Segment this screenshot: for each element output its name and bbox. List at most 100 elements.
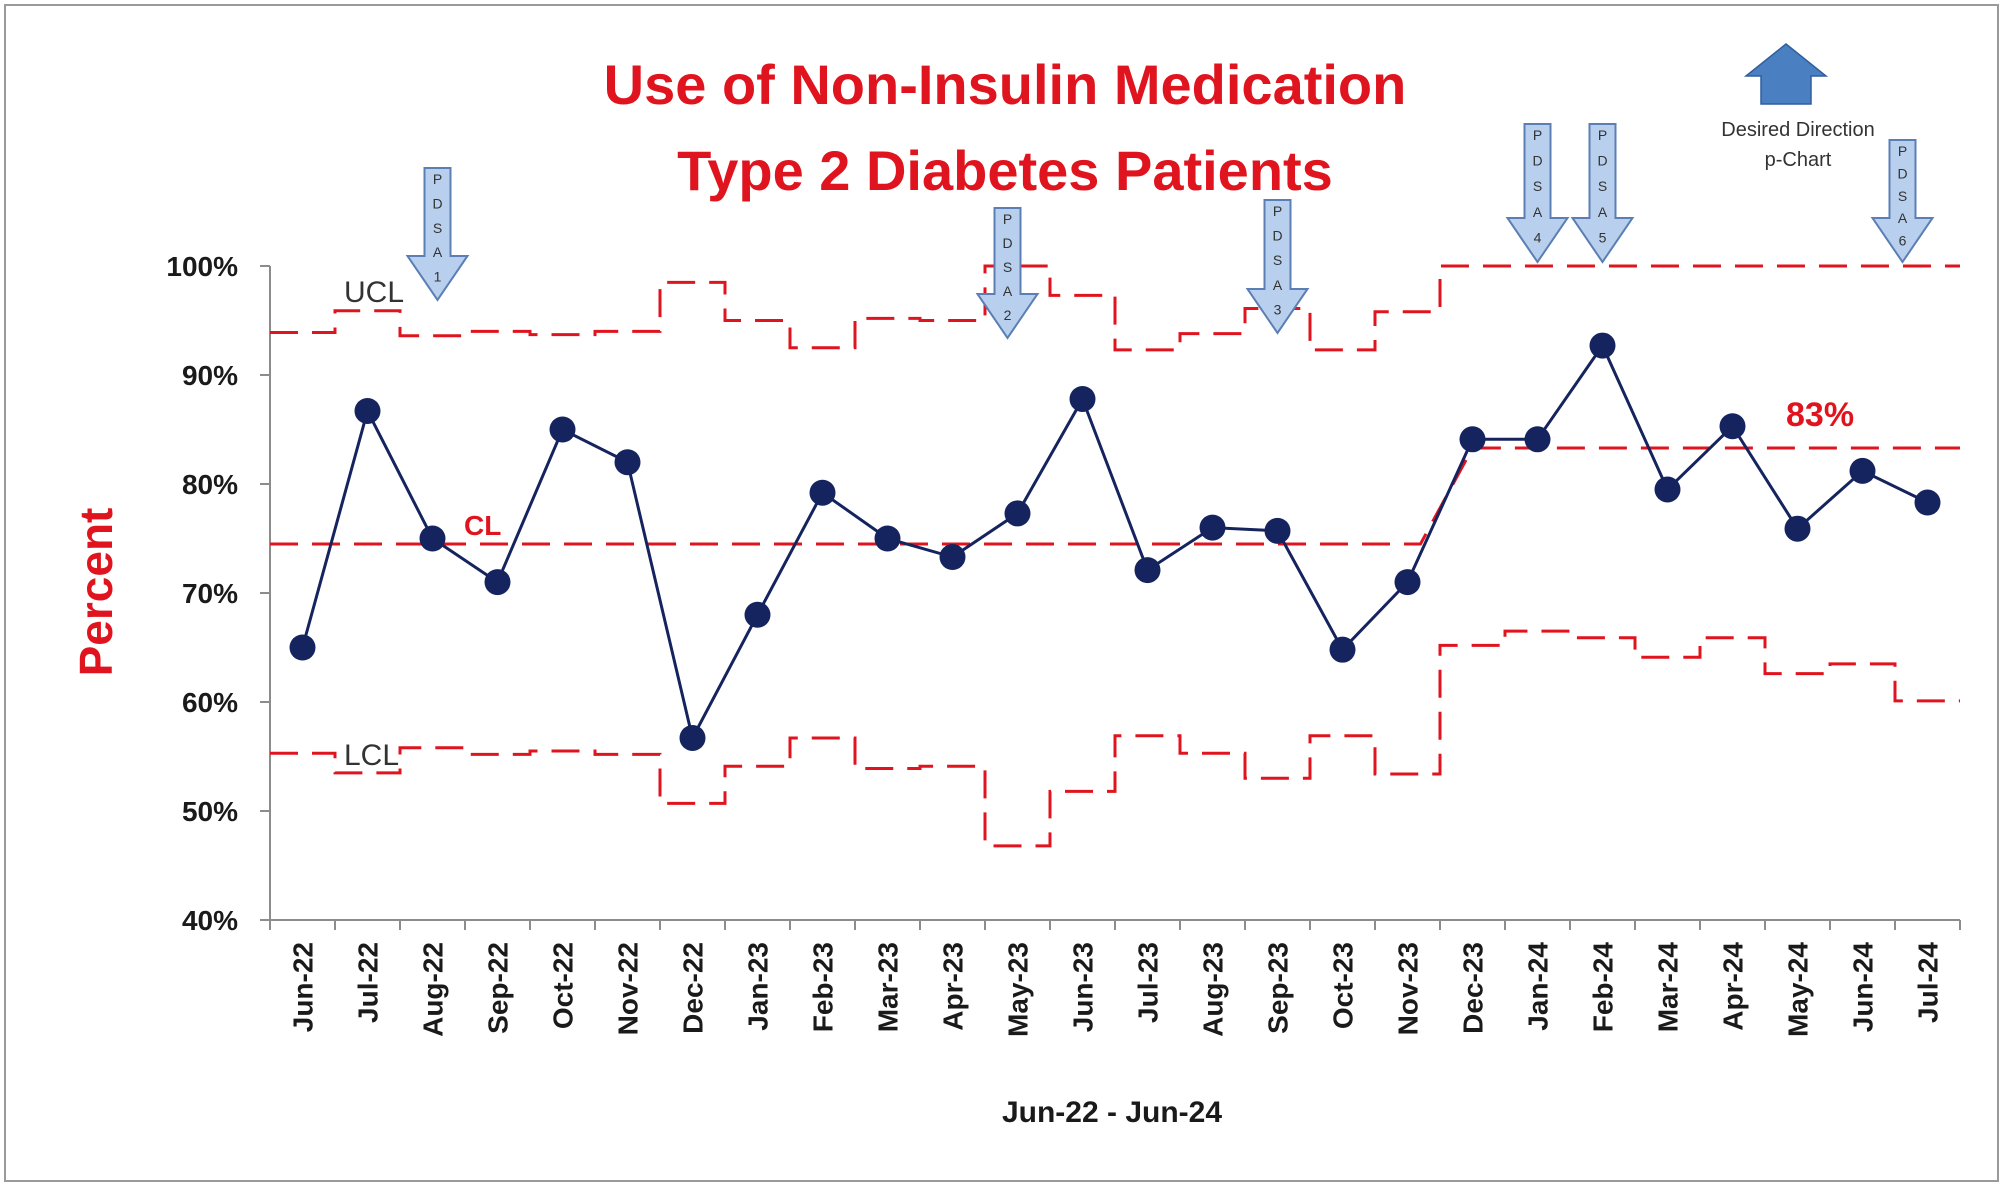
data-point-jul-23	[1134, 557, 1161, 584]
pdsa-letter: 3	[1274, 301, 1282, 317]
data-series	[289, 332, 1941, 751]
x-tick-label: Apr-24	[1718, 942, 1749, 1031]
pdsa-letter: A	[1598, 204, 1608, 220]
x-tick-label: Nov-23	[1393, 942, 1424, 1035]
x-tick-label: Mar-24	[1653, 942, 1684, 1033]
x-tick-label: Apr-23	[938, 942, 969, 1031]
data-point-dec-23	[1459, 426, 1486, 453]
down-arrow-icon	[1245, 199, 1310, 335]
x-tick-label: Jun-23	[1068, 942, 1099, 1032]
x-tick-label: May-23	[1003, 942, 1034, 1037]
data-point-oct-22	[549, 416, 576, 443]
data-point-apr-24	[1719, 413, 1746, 440]
down-arrow-icon	[975, 207, 1040, 340]
chart-title-line2: Type 2 Diabetes Patients	[677, 139, 1333, 202]
pdsa-letter: D	[432, 195, 442, 211]
pdsa-letter: 2	[1004, 307, 1012, 323]
data-point-may-23	[1004, 500, 1031, 527]
pdsa-letter: D	[1597, 153, 1607, 169]
x-tick-label: Oct-22	[548, 942, 579, 1029]
y-tick-label: 70%	[182, 578, 238, 609]
pdsa-letter: S	[1598, 178, 1607, 194]
x-tick-label: Jan-24	[1523, 942, 1554, 1031]
ucl-line	[270, 264, 1960, 352]
cl-label: CL	[464, 510, 501, 541]
x-tick-label: Mar-23	[873, 942, 904, 1032]
data-point-sep-22	[484, 569, 511, 596]
down-arrow-icon	[1870, 139, 1935, 264]
pdsa-letter: A	[1273, 277, 1283, 293]
pdsa-letter: P	[1003, 211, 1012, 227]
x-tick-label: Nov-22	[613, 942, 644, 1035]
data-point-sep-23	[1264, 517, 1291, 544]
data-point-jun-24	[1849, 457, 1876, 484]
x-tick-label: Feb-24	[1588, 942, 1619, 1033]
pdsa-letter: S	[1898, 188, 1907, 204]
lcl-label: LCL	[344, 739, 399, 772]
axes: 40% 50% 60% 70% 80% 90% 100% Jun-22 Jul-22 Aug-22…	[166, 251, 1961, 1037]
pdsa-letter: P	[433, 171, 442, 187]
pdsa-letter: 1	[434, 269, 442, 285]
y-tick-label: 90%	[182, 360, 238, 391]
legend-line1: Desired Direction	[1721, 119, 1874, 141]
lcl-line	[270, 629, 1960, 848]
up-arrow-icon	[1743, 43, 1829, 105]
pdsa-letter: 4	[1534, 229, 1542, 245]
data-point-feb-23	[809, 479, 836, 506]
pdsa-letter: S	[433, 220, 442, 236]
pdsa-letter: P	[1273, 203, 1282, 219]
pdsa-letter: P	[1533, 127, 1542, 143]
data-point-dec-22	[679, 724, 706, 751]
x-tick-label: Sep-23	[1263, 942, 1294, 1034]
pdsa-letter: 5	[1599, 229, 1607, 245]
limit-labels: UCL CL LCL 83%	[344, 276, 1854, 772]
cl-line	[270, 446, 1960, 546]
x-tick-label: Jul-24	[1913, 942, 1944, 1023]
down-arrow-icon	[405, 167, 470, 302]
data-point-aug-22	[419, 525, 446, 552]
control-limits	[270, 264, 1960, 848]
data-point-jan-24	[1524, 426, 1551, 453]
pdsa-letter: A	[1898, 210, 1908, 226]
pdsa-letter: S	[1003, 259, 1012, 275]
data-point-aug-23	[1199, 514, 1226, 541]
data-point-nov-23	[1394, 569, 1421, 596]
pdsa-letter: 6	[1899, 233, 1907, 249]
y-tick-label: 40%	[182, 905, 238, 936]
pdsa-letter: P	[1898, 143, 1907, 159]
pdsa-letter: D	[1897, 165, 1907, 181]
x-tick-label: Dec-23	[1458, 942, 1489, 1034]
data-point-feb-24	[1589, 332, 1616, 359]
y-axis-title: Percent	[70, 508, 122, 677]
pdsa-letter: D	[1002, 235, 1012, 251]
cl-value-annotation: 83%	[1786, 396, 1854, 434]
x-tick-label: Sep-22	[483, 942, 514, 1034]
data-point-apr-23	[939, 544, 966, 571]
legend-line2: p-Chart	[1765, 149, 1832, 171]
y-tick-label: 50%	[182, 796, 238, 827]
x-tick-label: Jan-23	[743, 942, 774, 1031]
data-point-jan-23	[744, 601, 771, 628]
pdsa-letter: A	[433, 244, 443, 260]
y-tick-label: 80%	[182, 469, 238, 500]
pdsa-letter: A	[1003, 283, 1013, 299]
data-point-mar-24	[1654, 476, 1681, 503]
x-tick-label: Jun-22	[288, 942, 319, 1032]
data-point-jun-23	[1069, 385, 1096, 412]
chart-frame	[4, 4, 1999, 1182]
data-point-oct-23	[1329, 636, 1356, 663]
data-point-jun-22	[289, 634, 316, 661]
y-tick-label: 60%	[182, 687, 238, 718]
x-tick-label: Jul-22	[353, 942, 384, 1023]
data-point-nov-22	[614, 449, 641, 476]
down-arrow-icon	[1505, 123, 1570, 264]
x-tick-label: Aug-22	[418, 942, 449, 1037]
data-point-mar-23	[874, 525, 901, 552]
